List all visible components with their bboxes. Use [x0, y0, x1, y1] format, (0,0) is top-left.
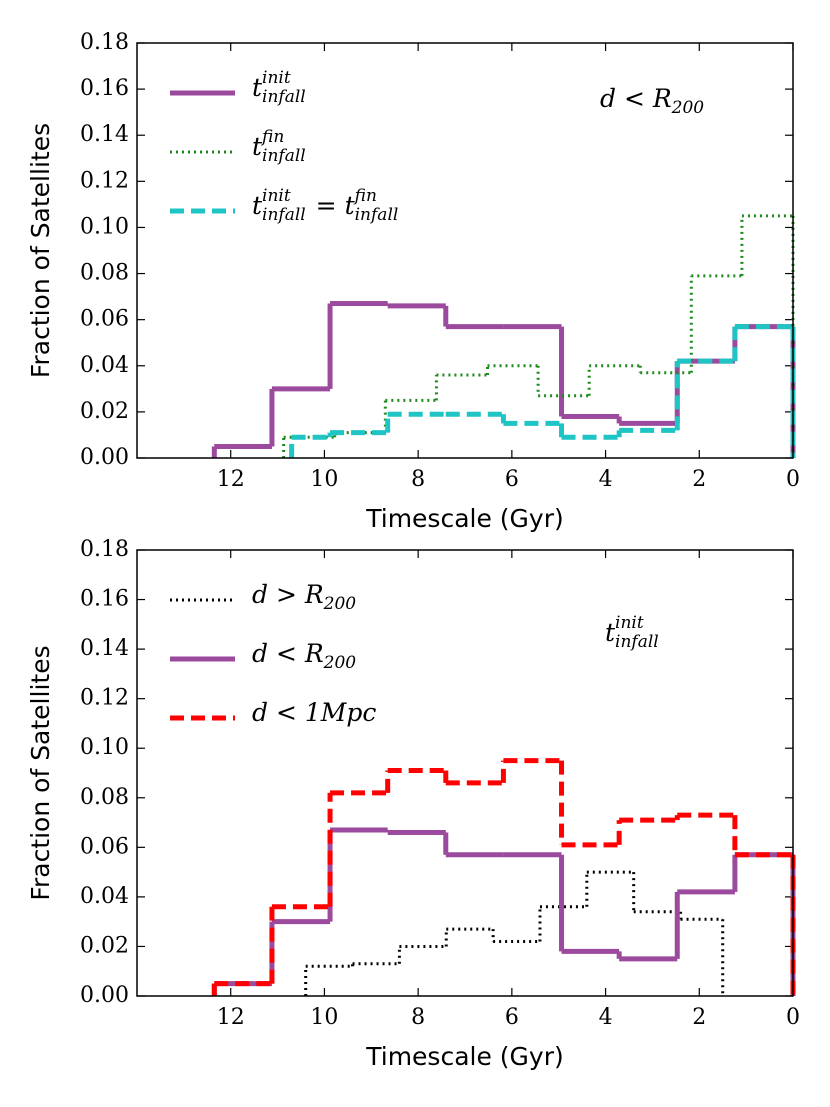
x-tick-label: 6	[505, 1005, 519, 1030]
y-tick-label: 0.10	[80, 735, 129, 760]
legend-label: d > R200	[252, 580, 356, 614]
x-axis-label: Timescale (Gyr)	[365, 1042, 564, 1071]
legend-label: tinfallinit = tinfallfin	[252, 186, 398, 225]
plot-frame	[136, 42, 794, 459]
x-axis-label: Timescale (Gyr)	[365, 504, 564, 533]
x-tick-label: 10	[310, 467, 338, 492]
legend-label: tinfallinit	[252, 68, 306, 107]
annotation: d < R200	[600, 84, 704, 118]
y-tick-label: 0.12	[80, 686, 129, 711]
y-tick-label: 0.14	[80, 636, 129, 661]
y-tick-label: 0.08	[80, 785, 129, 810]
x-tick-label: 8	[411, 467, 425, 492]
y-tick-label: 0.18	[80, 30, 129, 55]
y-tick-label: 0.14	[80, 122, 129, 147]
y-tick-label: 0.00	[80, 983, 129, 1008]
y-axis-label: Fraction of Satellites	[26, 123, 55, 378]
y-tick-label: 0.18	[80, 537, 129, 562]
x-tick-label: 0	[786, 1005, 800, 1030]
chart: 0.00 0.02 0.04 0.06 0.08 0.10 0.12 0.14 0.16 0.18…	[26, 30, 800, 533]
y-tick-label: 0.04	[80, 353, 129, 378]
x-tick-label: 12	[217, 467, 245, 492]
x-tick-label: 10	[310, 1005, 338, 1030]
y-tick-label: 0.06	[80, 834, 129, 859]
chart: 0.00 0.02 0.04 0.06 0.08 0.10 0.12 0.14 0.16 0.18…	[26, 537, 800, 1071]
x-tick-label: 2	[692, 467, 706, 492]
y-axis-label: Fraction of Satellites	[26, 645, 55, 900]
y-tick-label: 0.10	[80, 214, 129, 239]
y-tick-label: 0.06	[80, 307, 129, 332]
legend-label: tinfallfin	[252, 127, 306, 166]
x-tick-label: 4	[599, 467, 613, 492]
annotation: tinfallinit	[605, 613, 659, 652]
y-tick-label: 0.02	[80, 933, 129, 958]
y-tick-label: 0.16	[80, 587, 129, 612]
y-tick-label: 0.02	[80, 399, 129, 424]
x-tick-label: 6	[505, 467, 519, 492]
y-tick-label: 0.00	[80, 445, 129, 470]
plot-frame	[136, 549, 794, 997]
legend-label: d < R200	[252, 639, 356, 673]
x-tick-label: 8	[411, 1005, 425, 1030]
y-tick-label: 0.12	[80, 168, 129, 193]
y-tick-label: 0.04	[80, 884, 129, 909]
x-tick-label: 0	[786, 467, 800, 492]
x-tick-label: 2	[692, 1005, 706, 1030]
y-tick-label: 0.16	[80, 76, 129, 101]
legend-label: d < 1Mpc	[252, 698, 376, 727]
x-tick-label: 4	[599, 1005, 613, 1030]
x-tick-label: 12	[217, 1005, 245, 1030]
y-tick-label: 0.08	[80, 261, 129, 286]
